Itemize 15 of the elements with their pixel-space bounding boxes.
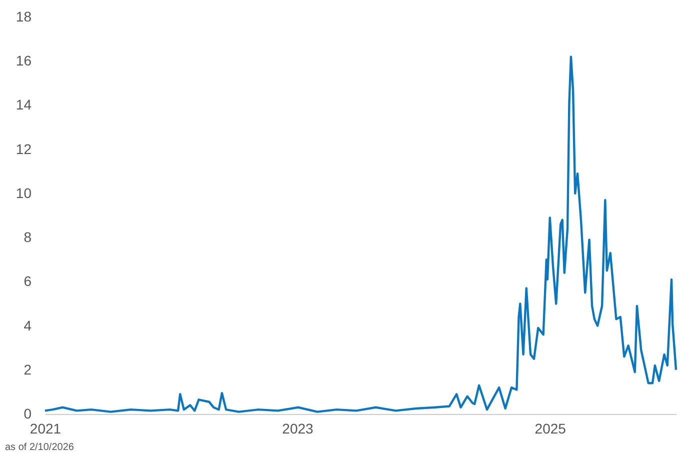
text: as of 2/10/2026 [5,442,74,453]
y-tick-label: 16 [16,52,32,69]
y-tick-label: 18 [16,8,32,24]
y-tick-label: 12 [16,140,32,157]
x-tick-label: 2025 [534,420,566,436]
y-tick-label: 10 [16,184,32,201]
x-tick-label: 2023 [282,420,314,436]
y-tick-label: 8 [24,229,32,246]
y-tick-label: 0 [24,406,32,422]
y-tick-label: 4 [24,317,32,334]
y-tick-label: 14 [16,96,32,113]
line-series [44,56,678,413]
y-tick-label: 6 [24,273,32,290]
x-tick-label: 2021 [30,420,62,436]
y-tick-label: 2 [24,361,32,378]
